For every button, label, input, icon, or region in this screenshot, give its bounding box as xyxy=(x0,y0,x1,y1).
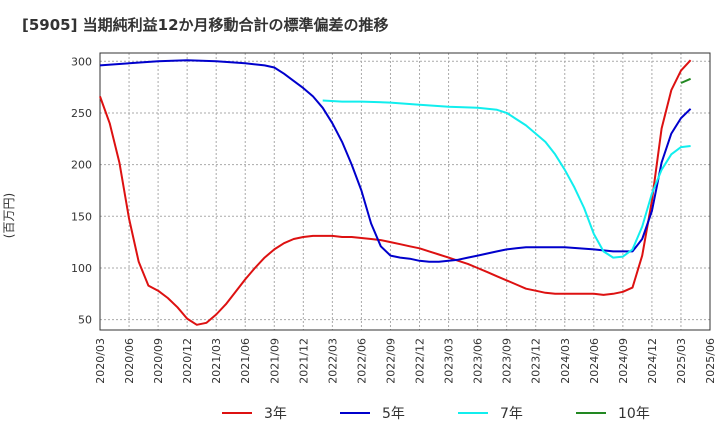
series-line-2 xyxy=(99,59,692,263)
x-ticks: 2020/03 2020/06 2020/09 2020/12 2021/03 2021/… xyxy=(94,338,717,384)
x-tick-label: 2023/12 xyxy=(530,338,543,384)
x-tick-label: 2025/03 xyxy=(675,338,688,384)
x-tick-label: 2021/06 xyxy=(239,338,252,384)
y-tick-label: 250 xyxy=(71,107,92,120)
series-lines xyxy=(99,59,692,326)
x-tick-label: 2024/12 xyxy=(646,338,659,384)
x-tick-label: 2020/03 xyxy=(94,338,107,384)
legend-label-2: 5年 xyxy=(382,406,405,422)
y-tick-label: 300 xyxy=(71,55,92,68)
legend-label-4: 10年 xyxy=(618,406,650,422)
grid xyxy=(99,53,711,330)
x-tick-label: 2024/03 xyxy=(559,338,572,384)
x-tick-label: 2021/09 xyxy=(268,338,281,384)
x-tick-label: 2023/09 xyxy=(501,338,514,384)
x-tick-label: 2022/03 xyxy=(326,338,339,384)
x-tick-label: 2023/03 xyxy=(443,338,456,384)
x-tick-label: 2024/06 xyxy=(588,338,601,384)
x-tick-label: 2025/06 xyxy=(704,338,717,384)
x-tick-label: 2022/06 xyxy=(355,338,368,384)
legend-label-3: 7年 xyxy=(500,406,523,422)
y-tick-label: 50 xyxy=(78,314,92,327)
series-line-1 xyxy=(99,59,692,326)
y-ticks: 50 100 150 200 250 300 xyxy=(71,55,92,326)
x-tick-label: 2022/09 xyxy=(384,338,397,384)
legend-label-1: 3年 xyxy=(264,406,287,422)
series-line-4 xyxy=(680,77,692,84)
x-tick-label: 2022/12 xyxy=(414,338,427,384)
x-tick-label: 2020/06 xyxy=(123,338,136,384)
x-tick-label: 2020/12 xyxy=(181,338,194,384)
x-tick-label: 2023/06 xyxy=(472,338,485,384)
x-tick-label: 2020/09 xyxy=(152,338,165,384)
x-tick-label: 2021/03 xyxy=(210,338,223,384)
legend: 3年 5年 7年 10年 xyxy=(222,406,650,422)
plot-frame xyxy=(99,52,711,331)
chart-title: [5905] 当期純利益12か月移動合計の標準偏差の推移 xyxy=(22,16,389,34)
y-tick-label: 200 xyxy=(71,159,92,172)
x-tick-label: 2024/09 xyxy=(617,338,630,384)
y-tick-label: 150 xyxy=(71,210,92,223)
series-line-3 xyxy=(322,99,691,259)
x-tick-label: 2021/12 xyxy=(297,338,310,384)
y-tick-label: 100 xyxy=(71,262,92,275)
